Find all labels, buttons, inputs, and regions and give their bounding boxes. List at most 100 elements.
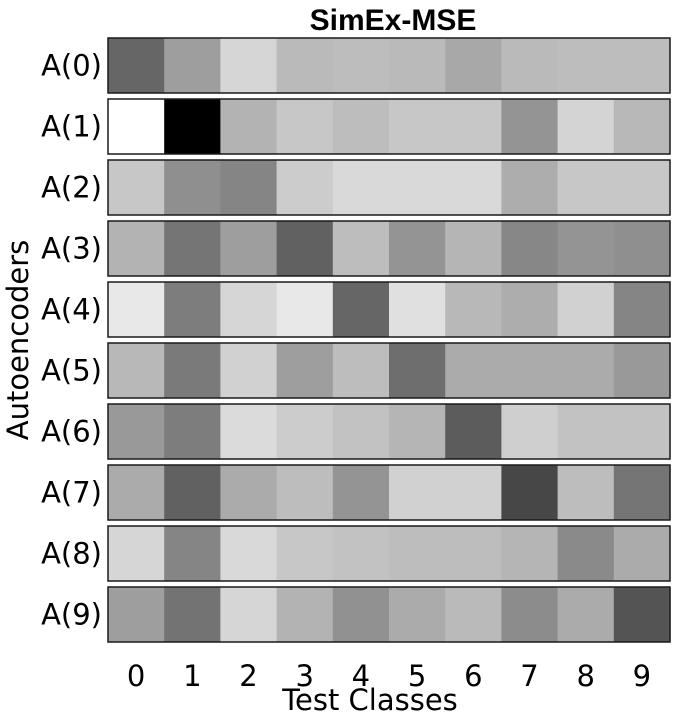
heatmap-cell <box>501 282 559 337</box>
heatmap-cell <box>445 465 502 520</box>
heatmap-cell <box>108 221 165 276</box>
heatmap-cell <box>445 404 502 459</box>
heatmap-cell <box>220 343 278 398</box>
column-label: 1 <box>183 659 201 693</box>
heatmap-cell <box>108 160 165 215</box>
heatmap-cell <box>332 343 390 398</box>
column-labels: 0 1 2 3 4 5 6 7 8 9 <box>127 659 651 693</box>
heatmap-cell <box>332 282 390 337</box>
heatmap-cell <box>276 465 334 520</box>
row-label: A(1) <box>41 110 102 144</box>
heatmap-cell <box>445 99 502 154</box>
heatmap-cell <box>445 343 502 398</box>
heatmap-row <box>107 525 671 582</box>
heatmap-cell <box>557 526 615 581</box>
heatmap-cell <box>501 465 559 520</box>
heatmap-cell <box>276 221 334 276</box>
heatmap-cell <box>613 221 671 276</box>
heatmap-cell <box>557 343 615 398</box>
heatmap-cell <box>332 99 390 154</box>
heatmap-cell <box>332 465 390 520</box>
heatmap-cell <box>220 99 278 154</box>
row-labels: A(0) A(1) A(2) A(3) A(4) A(5) A(6) A(7) A(8) A(9) <box>41 49 102 632</box>
column-label: 9 <box>633 659 651 693</box>
column-label: 5 <box>408 659 426 693</box>
heatmap-cell <box>613 160 671 215</box>
heatmap-cell <box>613 38 671 93</box>
heatmap-cell <box>276 404 334 459</box>
row-label: A(6) <box>41 415 102 449</box>
column-label: 4 <box>352 659 370 693</box>
row-label: A(5) <box>41 354 102 388</box>
x-axis-label: Test Classes <box>281 683 458 715</box>
heatmap-cell <box>164 221 221 276</box>
heatmap-cell <box>332 526 390 581</box>
heatmap-cell <box>557 221 615 276</box>
heatmap-cell <box>501 99 559 154</box>
heatmap-cell <box>332 160 390 215</box>
heatmap-row <box>107 281 671 338</box>
row-label: A(0) <box>41 49 102 83</box>
row-label: A(2) <box>41 171 102 205</box>
heatmap-cell <box>557 404 615 459</box>
heatmap-cell <box>164 404 221 459</box>
heatmap-cell <box>501 38 559 93</box>
row-border <box>107 342 671 399</box>
heatmap-cell <box>389 38 446 93</box>
row-border <box>107 525 671 582</box>
heatmap-cell <box>557 99 615 154</box>
heatmap-row <box>107 37 671 94</box>
heatmap-cell <box>389 404 446 459</box>
heatmap-cell <box>220 282 278 337</box>
heatmap-cell <box>164 282 221 337</box>
heatmap-cell <box>220 526 278 581</box>
column-label: 7 <box>520 659 538 693</box>
row-border <box>107 281 671 338</box>
row-label: A(4) <box>41 293 102 327</box>
heatmap-cell <box>108 99 165 154</box>
heatmap-cells <box>107 37 671 643</box>
heatmap-cell <box>276 587 334 642</box>
column-label: 3 <box>295 659 313 693</box>
row-border <box>107 220 671 277</box>
heatmap-cell <box>164 160 221 215</box>
heatmap-cell <box>220 587 278 642</box>
heatmap-cell <box>164 465 221 520</box>
heatmap-row <box>107 403 671 460</box>
heatmap-cell <box>389 526 446 581</box>
heatmap-cell <box>276 99 334 154</box>
heatmap-cell <box>108 526 165 581</box>
heatmap-cell <box>613 587 671 642</box>
heatmap-cell <box>108 587 165 642</box>
heatmap-cell <box>276 343 334 398</box>
heatmap-cell <box>220 404 278 459</box>
heatmap-cell <box>501 343 559 398</box>
column-label: 8 <box>576 659 594 693</box>
chart-title: SimEx-MSE <box>310 4 477 37</box>
heatmap-cell <box>389 587 446 642</box>
heatmap-cell <box>557 38 615 93</box>
heatmap-cell <box>164 526 221 581</box>
heatmap-cell <box>501 221 559 276</box>
heatmap-cell <box>108 404 165 459</box>
column-label: 6 <box>464 659 482 693</box>
heatmap-row <box>107 342 671 399</box>
heatmap-cell <box>389 221 446 276</box>
heatmap-cell <box>220 38 278 93</box>
heatmap-cell <box>613 404 671 459</box>
heatmap-cell <box>557 465 615 520</box>
heatmap-cell <box>613 526 671 581</box>
row-border <box>107 403 671 460</box>
heatmap-cell <box>613 465 671 520</box>
row-label: A(3) <box>41 232 102 266</box>
heatmap-cell <box>445 160 502 215</box>
heatmap-cell <box>164 343 221 398</box>
heatmap-cell <box>220 221 278 276</box>
heatmap-cell <box>445 221 502 276</box>
row-label: A(8) <box>41 537 102 571</box>
heatmap-cell <box>164 587 221 642</box>
row-border <box>107 37 671 94</box>
heatmap-row <box>107 220 671 277</box>
